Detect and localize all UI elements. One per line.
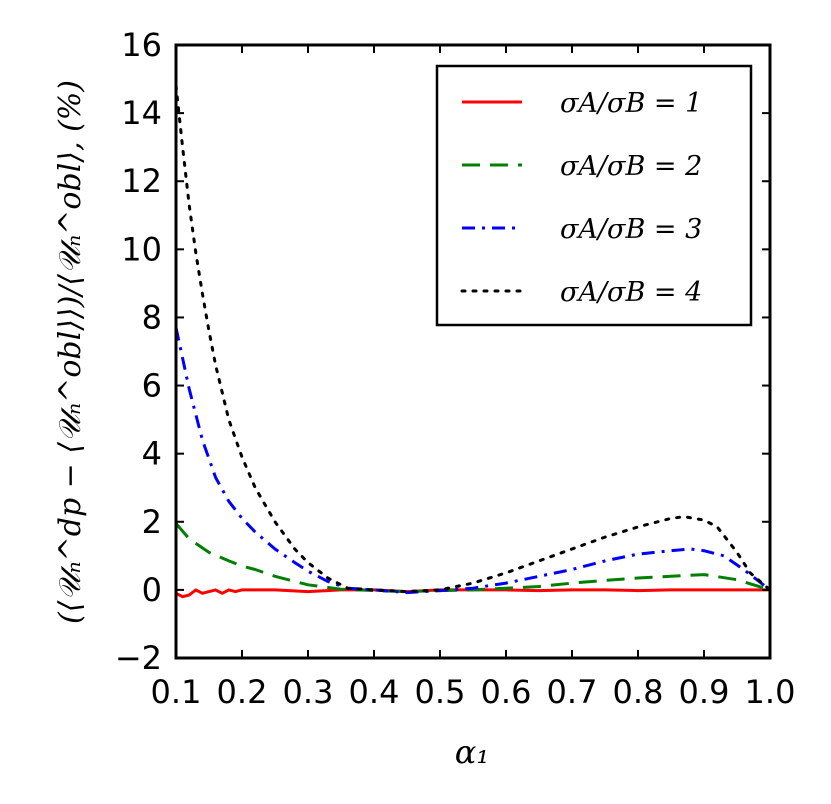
- y-tick-label: 16: [121, 26, 162, 64]
- legend-box: [435, 64, 753, 327]
- legend-label-4: σA/σB = 4: [560, 277, 702, 308]
- legend-label-2: σA/σB = 2: [560, 151, 702, 182]
- y-tick-label: 14: [121, 94, 162, 132]
- plot-frame: [174, 43, 772, 660]
- x-tick-label: 0.3: [283, 673, 334, 711]
- y-axis-label: (⟨𝒰ₙ^dp − ⟨𝒰ₙ^obl⟩⟩)/⟨𝒰ₙ^obl⟩, (%): [53, 80, 88, 624]
- x-tick-label: 1.0: [745, 673, 796, 711]
- y-tick-label: 0: [142, 571, 162, 609]
- series-layer: [174, 84, 772, 599]
- x-tick-label: 0.4: [349, 673, 400, 711]
- x-tick-label: 0.1: [151, 673, 202, 711]
- x-tick-label: 0.5: [415, 673, 466, 711]
- x-tick-label: 0.9: [679, 673, 730, 711]
- y-tick-label: 8: [142, 298, 162, 336]
- y-tick-label: 2: [142, 503, 162, 541]
- tick-layer: 0.1 0.2 0.3 0.4 0.5 0.6 0.7 0.8 0.9 1.0 −2 0 2 4 6 8 10 1…: [115, 26, 796, 711]
- x-tick-label: 0.8: [613, 673, 664, 711]
- series-line-2: [174, 522, 771, 594]
- x-axis-label: α₁: [455, 733, 489, 771]
- y-tick-label: 4: [142, 435, 162, 473]
- legend-label-3: σA/σB = 3: [560, 214, 702, 245]
- legend-label-1: σA/σB = 1: [560, 88, 702, 119]
- series-line-3: [174, 327, 771, 595]
- y-tick-label: 12: [121, 162, 162, 200]
- x-tick-label: 0.7: [547, 673, 598, 711]
- y-tick-label: −2: [115, 639, 162, 677]
- y-tick-label: 6: [142, 367, 162, 405]
- y-tick-label: 10: [121, 230, 162, 268]
- x-tick-label: 0.2: [217, 673, 268, 711]
- legend-entries: σA/σB = 1 σA/σB = 2 σA/σB = 3 σA/σB = 4: [460, 88, 702, 308]
- x-tick-label: 0.6: [481, 673, 532, 711]
- legend: σA/σB = 1 σA/σB = 2 σA/σB = 3 σA/σB = 4: [435, 64, 753, 327]
